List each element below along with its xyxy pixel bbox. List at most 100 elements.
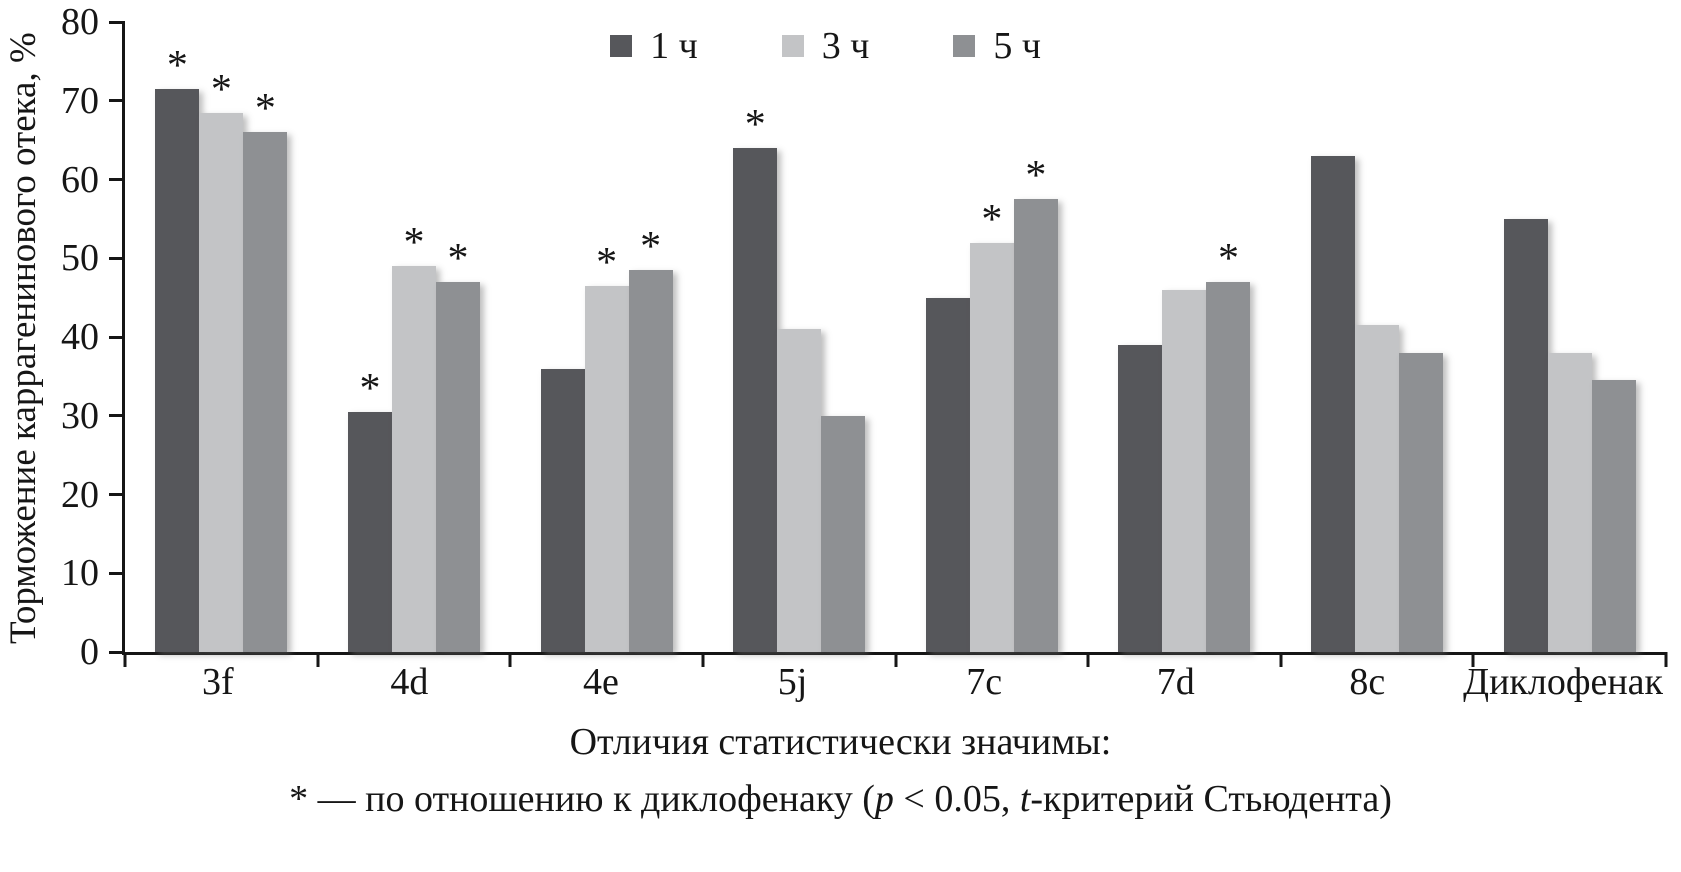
- y-tick-mark: [109, 335, 125, 339]
- bar: [925, 297, 970, 652]
- caption-line2: * — по отношению к диклофенаку (p < 0.05…: [0, 771, 1681, 828]
- bar: *: [435, 238, 480, 652]
- legend-item: 5 ч: [953, 24, 1041, 68]
- x-category-label: 5j: [777, 661, 808, 703]
- y-tick-mark: [109, 650, 125, 654]
- caption: Отличия статистически значимы: * — по от…: [0, 714, 1681, 828]
- x-tick-mark: [123, 652, 127, 667]
- bar-group: *: [1088, 22, 1281, 652]
- x-tick-mark: [1279, 652, 1283, 667]
- bar-group: [1473, 22, 1666, 652]
- bar: [821, 415, 866, 652]
- significance-asterisk: *: [1025, 153, 1047, 200]
- bar: *: [199, 69, 244, 652]
- bar: *: [733, 104, 778, 652]
- bar: [1547, 352, 1592, 652]
- y-tick-label: 20: [61, 473, 99, 516]
- x-category-label: 3f: [201, 661, 234, 703]
- y-tick-label: 70: [61, 79, 99, 122]
- significance-asterisk: *: [166, 42, 188, 89]
- bar: *: [628, 226, 673, 652]
- significance-asterisk: *: [359, 365, 381, 412]
- caption-p-italic: p: [874, 778, 894, 820]
- bar: [540, 368, 585, 652]
- x-tick-mark: [316, 652, 320, 667]
- y-tick-mark: [109, 493, 125, 496]
- caption-t-italic: t: [1019, 778, 1031, 820]
- legend-swatch: [610, 35, 633, 57]
- x-tick-mark: [1086, 652, 1090, 667]
- bar-group: * * *: [318, 22, 511, 652]
- legend-item: 1 ч: [610, 24, 698, 68]
- bar: *: [584, 242, 629, 652]
- x-category-label: 4d: [390, 661, 429, 703]
- bar-group: *: [703, 22, 896, 652]
- significance-asterisk: *: [981, 196, 1003, 243]
- significance-asterisk: *: [640, 224, 662, 271]
- y-tick-mark: [109, 20, 125, 24]
- bar: *: [243, 88, 288, 652]
- x-tick-mark: [701, 652, 705, 667]
- bar-group: * * *: [125, 22, 318, 652]
- significance-asterisk: *: [1217, 235, 1239, 282]
- legend-item: 3 ч: [781, 24, 870, 68]
- y-tick-label: 0: [80, 631, 99, 673]
- significance-asterisk: *: [210, 66, 232, 113]
- bar: *: [1013, 155, 1058, 652]
- legend-label: 1 ч: [650, 25, 698, 67]
- y-tick-label: 80: [61, 1, 99, 43]
- x-category-label: 7d: [1156, 661, 1195, 703]
- y-tick-mark: [109, 571, 125, 575]
- x-tick-mark: [1471, 652, 1475, 667]
- significance-asterisk: *: [254, 86, 276, 133]
- bars-container: * * * * * * * * * * * *: [125, 22, 1666, 652]
- legend-label: 3 ч: [821, 25, 870, 67]
- significance-asterisk: *: [596, 239, 618, 286]
- x-axis-labels: 3f 4d 4e 5j 7c 7d 8c Диклофенак: [122, 660, 1663, 704]
- caption-line1: Отличия статистически значимы:: [569, 721, 1112, 763]
- bar: [1311, 155, 1356, 652]
- y-tick-label: 30: [61, 394, 99, 437]
- bar: *: [1206, 238, 1251, 652]
- y-tick-label: 10: [61, 552, 99, 595]
- caption-line2-mid: < 0.05,: [893, 778, 1020, 820]
- bar: *: [155, 45, 200, 652]
- legend-swatch: [781, 35, 804, 57]
- bar-group: [1281, 22, 1474, 652]
- x-category-label: 7c: [966, 661, 1003, 703]
- x-category-label: 8c: [1349, 661, 1386, 703]
- bar: [1118, 344, 1163, 652]
- x-tick-mark: [508, 652, 512, 667]
- x-category-label: 4e: [583, 661, 619, 703]
- legend-swatch: [953, 35, 976, 57]
- bar-group: * *: [510, 22, 703, 652]
- y-tick-label: 40: [61, 316, 99, 358]
- bar: *: [391, 222, 436, 652]
- y-tick-mark: [109, 256, 125, 260]
- y-tick-mark: [109, 99, 125, 103]
- y-tick-label: 60: [61, 158, 99, 201]
- bar: *: [347, 368, 392, 652]
- caption-line2-prefix: * — по отношению к диклофенаку (: [289, 778, 875, 820]
- x-category-label: Диклофенак: [1463, 661, 1663, 703]
- significance-asterisk: *: [447, 235, 469, 282]
- bar: *: [969, 199, 1014, 652]
- bar: [1355, 325, 1400, 652]
- y-tick-mark: [109, 414, 125, 418]
- bar: [1591, 380, 1636, 652]
- legend-label: 5 ч: [993, 25, 1041, 67]
- bar: [1399, 352, 1444, 652]
- bar-group: * *: [896, 22, 1089, 652]
- bar: [777, 329, 822, 652]
- legend: 1 ч 3 ч 5 ч: [55, 24, 1596, 68]
- significance-asterisk: *: [403, 220, 425, 267]
- x-tick-mark: [894, 652, 897, 667]
- bar: [1503, 218, 1548, 652]
- y-tick-label: 50: [61, 237, 99, 280]
- bar: [1162, 289, 1207, 652]
- caption-line2-suffix: -критерий Стьюдента): [1030, 778, 1392, 820]
- x-tick-mark: [1664, 652, 1668, 667]
- significance-asterisk: *: [744, 102, 766, 148]
